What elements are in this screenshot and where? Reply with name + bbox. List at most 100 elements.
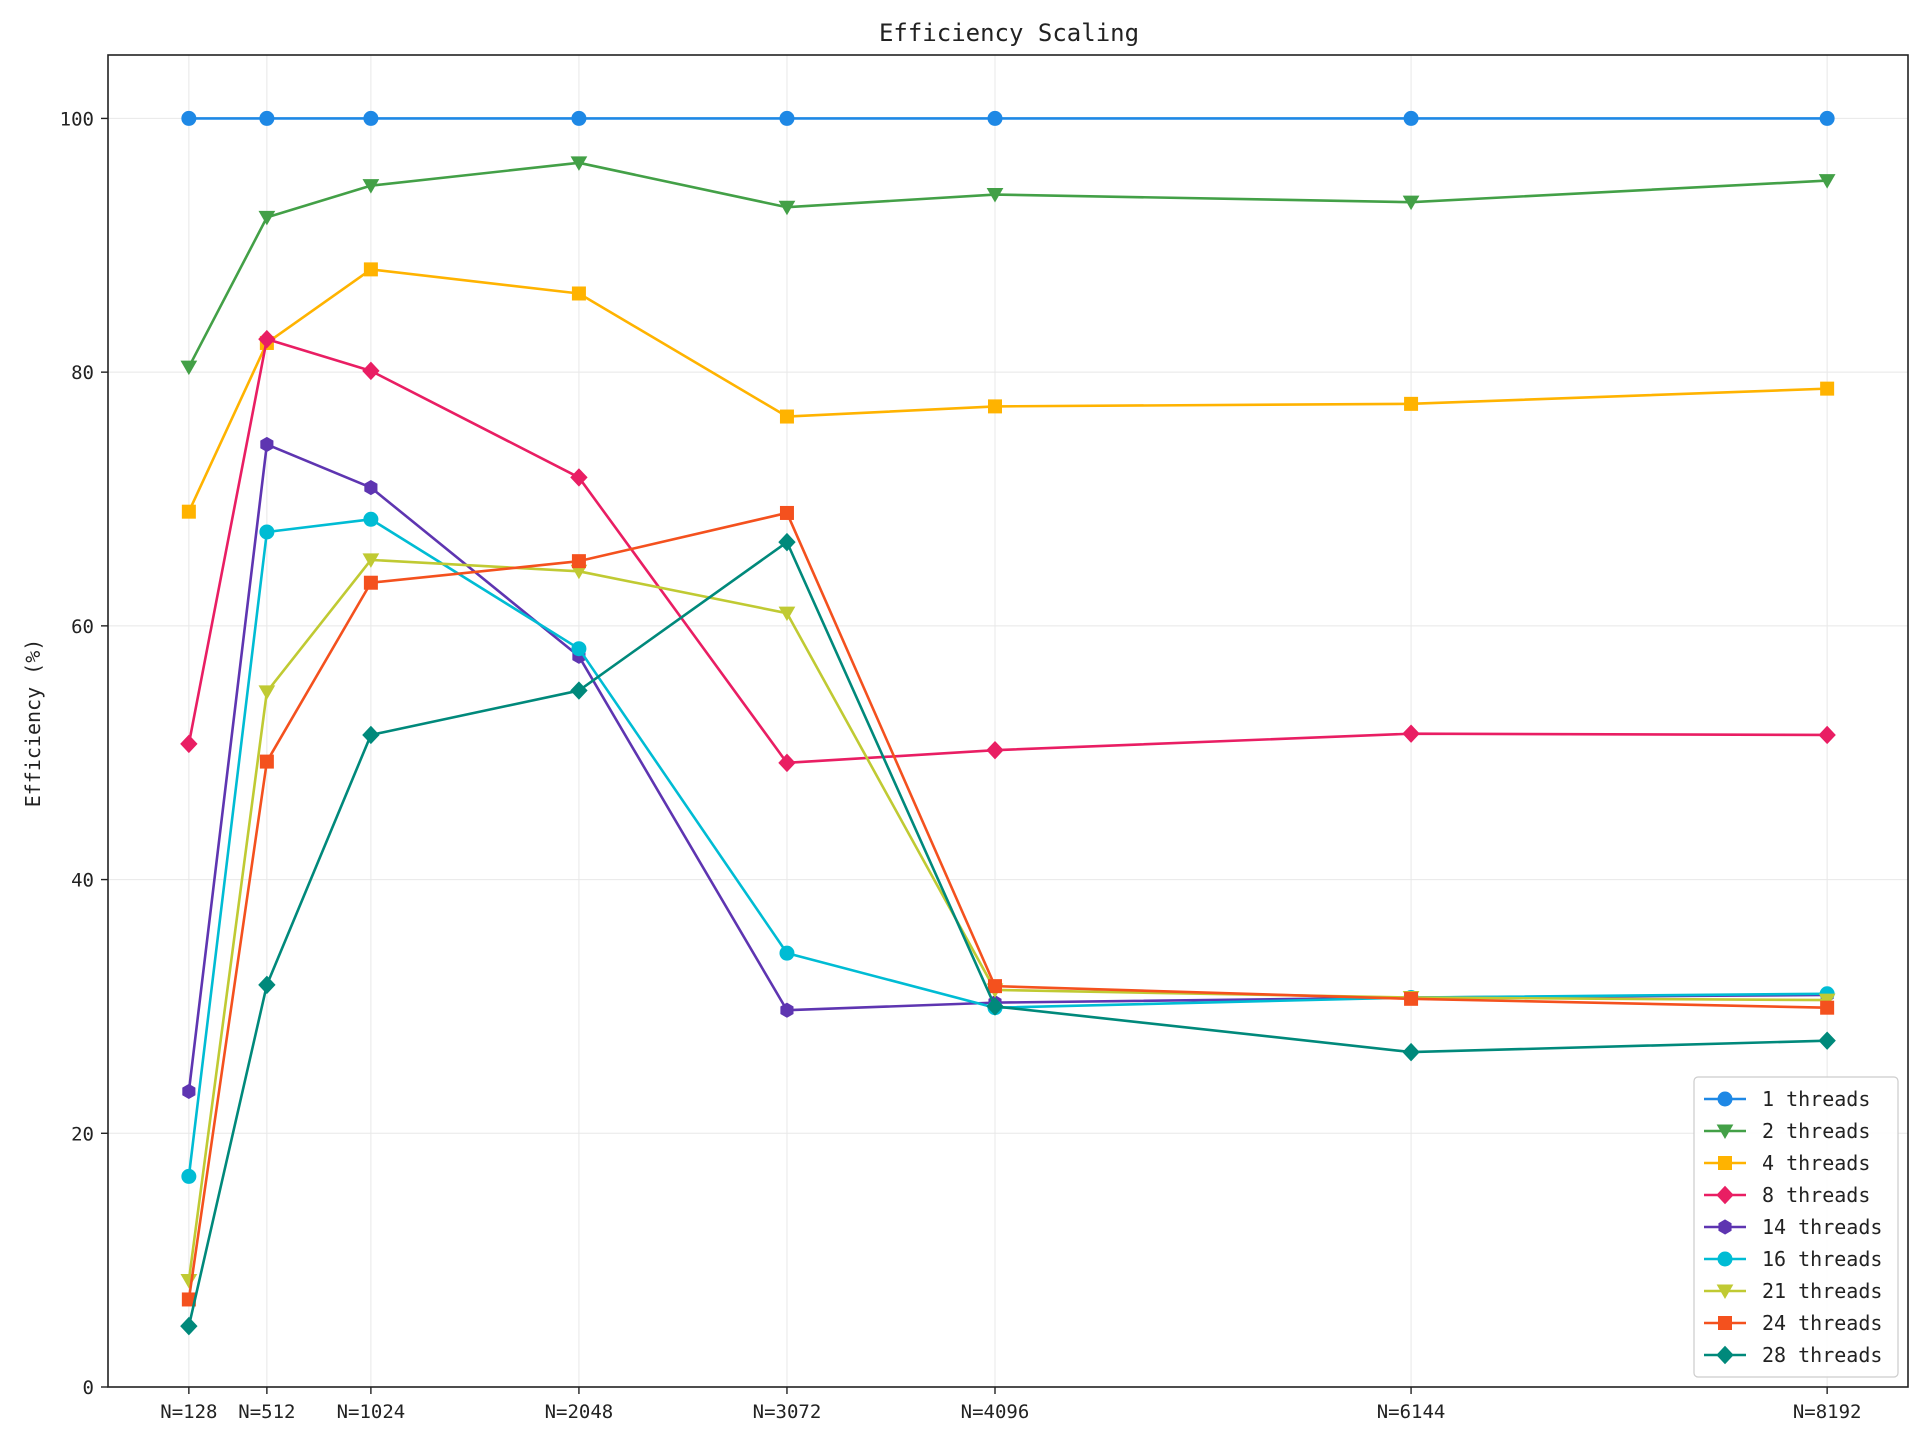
data-point — [571, 554, 586, 569]
x-tick-label: N=4096 — [961, 1401, 1030, 1423]
data-point — [363, 110, 379, 126]
y-tick-label: 80 — [71, 362, 94, 384]
legend-item: 28 threads — [1704, 1343, 1882, 1367]
legend-label: 24 threads — [1762, 1311, 1882, 1335]
data-point — [258, 685, 276, 700]
data-point — [1819, 110, 1835, 126]
data-point — [258, 975, 276, 995]
data-point — [1820, 381, 1835, 396]
y-tick-label: 0 — [83, 1377, 94, 1399]
y-tick-label: 100 — [60, 108, 94, 130]
y-tick-label: 40 — [71, 870, 94, 892]
data-point — [363, 262, 378, 277]
data-point — [986, 997, 1004, 1016]
plot-frame — [107, 54, 1909, 1388]
data-point — [258, 210, 276, 226]
legend-marker — [1717, 1251, 1733, 1267]
data-point — [362, 361, 380, 381]
data-point — [570, 681, 588, 700]
axis-ticks: 0 20 40 60 80 100 N=128 N=512 N=1024 N=2048 N=3072… — [60, 108, 1862, 1423]
data-point — [258, 329, 276, 349]
series-line — [187, 517, 1828, 1177]
legend-label: 8 threads — [1762, 1183, 1870, 1207]
data-point — [987, 399, 1002, 414]
legend-label: 2 threads — [1762, 1119, 1870, 1143]
data-point — [1818, 1031, 1836, 1050]
legend-marker — [1716, 1185, 1734, 1205]
x-tick-label: N=512 — [238, 1401, 295, 1423]
data-point — [780, 1002, 794, 1018]
y-tick-label: 20 — [71, 1123, 94, 1145]
legend-label: 1 threads — [1762, 1087, 1870, 1111]
legend-marker — [1718, 1156, 1732, 1170]
series-4 — [180, 329, 1836, 773]
legend-marker — [1716, 1124, 1734, 1140]
data-point — [1404, 396, 1419, 411]
x-tick-label: N=3072 — [753, 1401, 822, 1423]
data-point — [1818, 174, 1836, 189]
legend-item: 21 threads — [1704, 1279, 1882, 1303]
data-point — [779, 409, 794, 424]
data-point — [362, 725, 380, 745]
data-point — [1818, 993, 1836, 1009]
data-point — [259, 110, 275, 126]
x-tick-label: N=6144 — [1377, 1401, 1446, 1423]
data-point — [1818, 725, 1836, 745]
data-point — [1402, 195, 1420, 211]
series-line — [187, 268, 1828, 513]
series-line — [187, 540, 1828, 1327]
y-tick-label: 60 — [71, 616, 94, 638]
series-2 — [180, 156, 1836, 376]
series-line — [187, 511, 1828, 1300]
legend-label: 21 threads — [1762, 1279, 1882, 1303]
data-point — [181, 1168, 197, 1184]
legend-label: 14 threads — [1762, 1215, 1882, 1239]
data-point — [778, 532, 796, 552]
data-point — [182, 1083, 196, 1099]
chart-title: Efficiency Scaling — [879, 19, 1139, 47]
data-point — [364, 480, 378, 496]
x-tick-label: N=128 — [160, 1401, 217, 1423]
series-lines — [180, 110, 1836, 1336]
data-point — [778, 753, 796, 773]
data-point — [986, 188, 1004, 203]
data-point — [571, 110, 587, 126]
data-point — [362, 553, 380, 568]
series-3 — [181, 262, 1835, 519]
data-point — [778, 606, 796, 622]
data-point — [1404, 991, 1419, 1006]
data-point — [571, 641, 587, 657]
legend-label: 16 threads — [1762, 1247, 1882, 1271]
series-line — [187, 161, 1828, 368]
legend-item: 1 threads — [1704, 1087, 1870, 1111]
legend-item: 2 threads — [1704, 1119, 1870, 1143]
legend-label: 4 threads — [1762, 1151, 1870, 1175]
legend-marker — [1716, 1345, 1734, 1365]
data-point — [180, 360, 198, 376]
data-point — [1402, 724, 1420, 743]
legend-item: 14 threads — [1704, 1215, 1882, 1239]
data-point — [181, 110, 197, 126]
legend-box — [1693, 1076, 1899, 1378]
legend-label: 28 threads — [1762, 1343, 1882, 1367]
y-axis-label: Efficiency (%) — [21, 639, 45, 808]
data-point — [779, 945, 795, 961]
data-point — [1402, 1042, 1420, 1062]
data-point — [779, 505, 794, 520]
data-point — [778, 200, 796, 216]
series-8 — [181, 505, 1835, 1307]
data-point — [987, 110, 1003, 126]
data-point — [259, 754, 274, 769]
data-point — [1403, 110, 1419, 126]
legend-marker — [1718, 1219, 1732, 1235]
legend-marker — [1718, 1316, 1732, 1330]
legend-marker — [1716, 1284, 1734, 1300]
series-9 — [180, 532, 1836, 1336]
data-point — [363, 575, 378, 590]
series-1 — [181, 110, 1835, 126]
data-point — [1820, 1000, 1835, 1015]
data-point — [570, 156, 588, 171]
legend-item: 16 threads — [1704, 1247, 1882, 1271]
x-tick-label: N=1024 — [337, 1401, 406, 1423]
